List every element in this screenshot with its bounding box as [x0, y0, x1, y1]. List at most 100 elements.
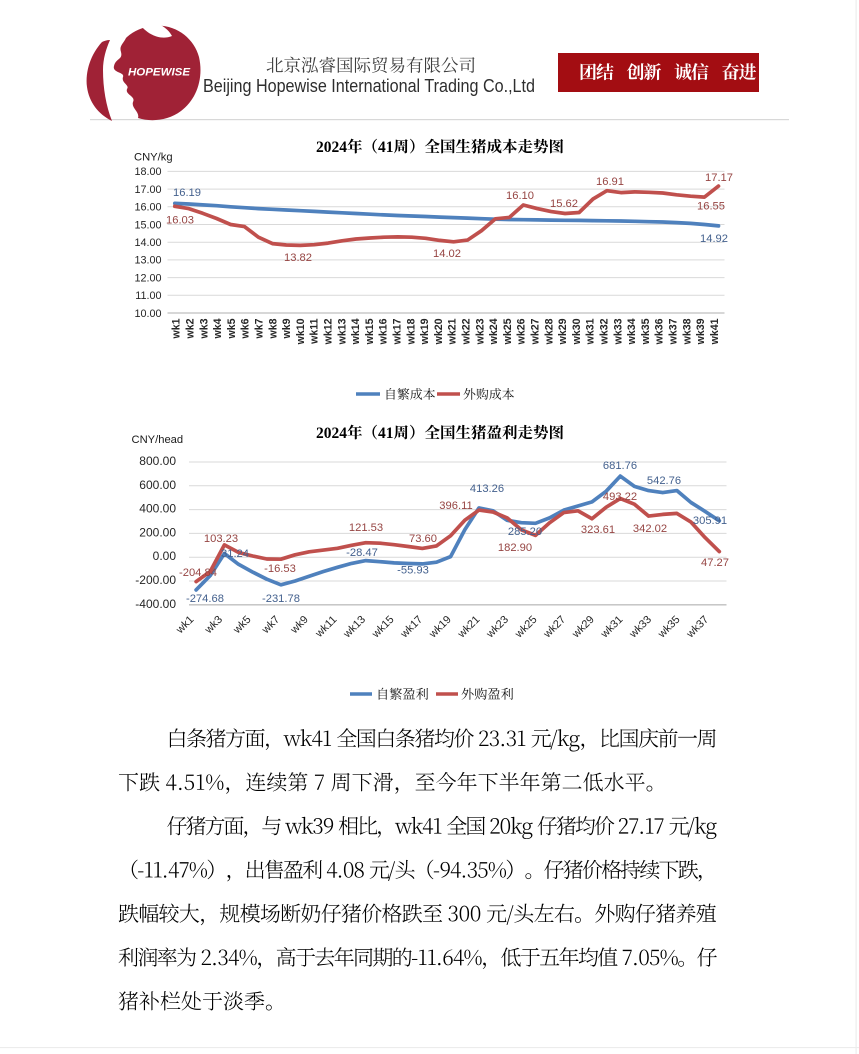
svg-text:wk16: wk16 — [378, 318, 390, 345]
svg-text:wk5: wk5 — [226, 318, 238, 339]
svg-text:wk4: wk4 — [212, 318, 224, 339]
svg-text:18.00: 18.00 — [134, 166, 161, 178]
svg-text:-231.78: -231.78 — [262, 593, 300, 605]
svg-text:681.76: 681.76 — [603, 460, 637, 472]
svg-text:31.24: 31.24 — [221, 548, 249, 560]
svg-text:wk13: wk13 — [336, 318, 348, 345]
svg-text:wk10: wk10 — [295, 318, 307, 345]
svg-text:wk1: wk1 — [171, 318, 183, 339]
svg-text:14.00: 14.00 — [134, 237, 161, 249]
svg-text:wk36: wk36 — [654, 318, 666, 345]
svg-text:wk3: wk3 — [198, 318, 210, 339]
svg-text:wk19: wk19 — [426, 614, 453, 641]
svg-text:wk1: wk1 — [173, 614, 196, 637]
svg-text:wk20: wk20 — [433, 318, 445, 345]
svg-text:wk30: wk30 — [571, 318, 583, 345]
svg-text:wk41: wk41 — [709, 318, 721, 345]
svg-text:15.00: 15.00 — [134, 219, 161, 231]
svg-text:wk39: wk39 — [695, 318, 707, 345]
svg-text:103.23: 103.23 — [204, 533, 238, 545]
svg-text:16.55: 16.55 — [697, 201, 725, 213]
svg-text:-28.47: -28.47 — [346, 547, 378, 559]
svg-text:-16.53: -16.53 — [264, 563, 296, 575]
svg-text:wk6: wk6 — [240, 318, 252, 339]
svg-text:wk21: wk21 — [455, 614, 482, 641]
svg-text:16.91: 16.91 — [596, 176, 624, 188]
svg-text:396.11: 396.11 — [439, 500, 472, 512]
svg-text:HOPEWISE: HOPEWISE — [128, 67, 191, 79]
svg-text:wk19: wk19 — [419, 318, 431, 345]
svg-text:41: 41 — [378, 139, 394, 156]
svg-text:16.03: 16.03 — [166, 215, 194, 227]
svg-text:wk8: wk8 — [267, 318, 279, 339]
svg-text:wk23: wk23 — [484, 614, 511, 641]
svg-text:14.92: 14.92 — [700, 233, 728, 245]
svg-text:wk32: wk32 — [599, 318, 611, 345]
svg-text:13.82: 13.82 — [284, 252, 312, 264]
svg-text:182.90: 182.90 — [498, 542, 532, 554]
svg-text:413.26: 413.26 — [470, 483, 504, 495]
svg-text:121.53: 121.53 — [349, 522, 383, 534]
svg-text:wk38: wk38 — [681, 318, 693, 345]
svg-text:wk3: wk3 — [202, 614, 225, 637]
svg-text:73.60: 73.60 — [409, 533, 437, 545]
svg-text:200.00: 200.00 — [139, 525, 176, 539]
svg-text:17.00: 17.00 — [134, 184, 161, 196]
svg-text:14.02: 14.02 — [433, 248, 461, 260]
svg-text:wk28: wk28 — [543, 318, 555, 345]
svg-text:wk7: wk7 — [254, 318, 266, 339]
svg-text:wk31: wk31 — [585, 318, 597, 345]
svg-text:16.19: 16.19 — [173, 187, 201, 199]
svg-text:2024: 2024 — [316, 139, 347, 156]
svg-text:15.62: 15.62 — [550, 198, 578, 210]
svg-text:10.00: 10.00 — [134, 308, 161, 320]
svg-text:wk13: wk13 — [341, 614, 368, 641]
svg-text:13.00: 13.00 — [134, 255, 161, 267]
svg-text:305.91: 305.91 — [693, 515, 727, 527]
svg-text:wk12: wk12 — [323, 318, 335, 345]
svg-text:0.00: 0.00 — [153, 549, 177, 563]
svg-text:wk2: wk2 — [185, 318, 197, 339]
svg-text:wk7: wk7 — [259, 614, 282, 637]
svg-text:285.20: 285.20 — [508, 526, 542, 538]
svg-text:-400.00: -400.00 — [135, 597, 176, 611]
svg-text:wk14: wk14 — [350, 318, 362, 345]
svg-text:wk22: wk22 — [461, 318, 473, 345]
svg-text:wk15: wk15 — [364, 318, 376, 345]
svg-text:wk18: wk18 — [405, 318, 417, 345]
svg-text:wk26: wk26 — [516, 318, 528, 345]
svg-text:wk33: wk33 — [612, 318, 624, 345]
svg-text:wk29: wk29 — [569, 614, 596, 641]
svg-text:41: 41 — [378, 425, 394, 442]
svg-text:400.00: 400.00 — [139, 502, 176, 516]
svg-text:wk33: wk33 — [627, 614, 654, 641]
svg-text:wk37: wk37 — [668, 318, 680, 345]
svg-text:wk11: wk11 — [313, 614, 340, 641]
svg-text:2024: 2024 — [316, 425, 347, 442]
svg-text:wk11: wk11 — [309, 318, 321, 344]
svg-text:CNY/head: CNY/head — [132, 434, 184, 446]
svg-text:wk9: wk9 — [281, 318, 293, 339]
svg-text:wk9: wk9 — [288, 614, 311, 637]
svg-text:542.76: 542.76 — [647, 475, 681, 487]
svg-text:493.22: 493.22 — [603, 491, 637, 503]
svg-text:Beijing Hopewise International: Beijing Hopewise International Trading C… — [203, 76, 535, 96]
svg-text:wk27: wk27 — [541, 614, 568, 641]
svg-text:wk21: wk21 — [447, 318, 459, 345]
svg-text:-274.68: -274.68 — [186, 593, 224, 605]
svg-text:wk17: wk17 — [392, 318, 404, 345]
svg-text:wk17: wk17 — [398, 614, 425, 641]
svg-text:323.61: 323.61 — [581, 524, 615, 536]
svg-text:wk35: wk35 — [640, 318, 652, 345]
svg-text:wk27: wk27 — [530, 318, 542, 345]
svg-text:wk29: wk29 — [557, 318, 569, 345]
svg-text:wk37: wk37 — [684, 614, 711, 641]
svg-text:-200.00: -200.00 — [135, 573, 176, 587]
svg-text:wk5: wk5 — [231, 614, 254, 637]
svg-text:wk15: wk15 — [369, 614, 396, 641]
svg-text:17.17: 17.17 — [705, 172, 733, 184]
svg-text:-204.84: -204.84 — [179, 567, 217, 579]
svg-text:16.10: 16.10 — [506, 190, 534, 202]
svg-text:wk35: wk35 — [655, 614, 682, 641]
svg-text:wk34: wk34 — [626, 318, 638, 345]
